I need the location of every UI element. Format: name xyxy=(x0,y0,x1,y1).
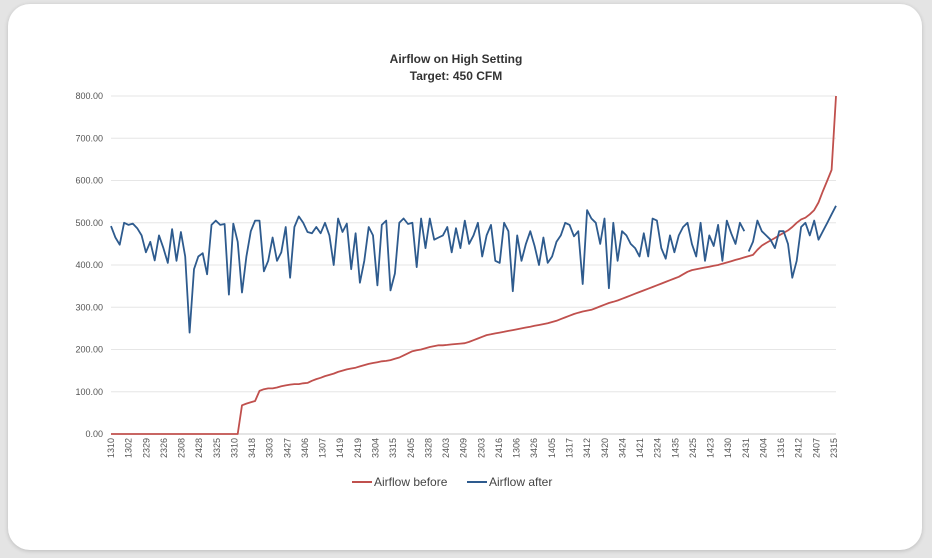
chart-title: Airflow on High Setting xyxy=(390,52,523,66)
x-tick-label: 2431 xyxy=(741,438,751,458)
x-tick-label: 2425 xyxy=(688,438,698,458)
x-tick-label: 3304 xyxy=(371,438,381,458)
gridlines xyxy=(111,95,836,435)
y-tick-label: 0.00 xyxy=(85,429,103,439)
x-tick-label: 2404 xyxy=(758,438,768,458)
x-tick-label: 1306 xyxy=(512,438,522,458)
x-tick-label: 3427 xyxy=(282,438,292,458)
x-tick-label: 3325 xyxy=(212,438,222,458)
y-tick-label: 400.00 xyxy=(75,260,103,270)
x-tick-label: 3328 xyxy=(423,438,433,458)
x-tick-label: 2428 xyxy=(194,438,204,458)
x-tick-label: 2303 xyxy=(476,438,486,458)
x-tick-label: 2329 xyxy=(141,438,151,458)
y-tick-label: 500.00 xyxy=(75,218,103,228)
x-axis-ticks: 1310 1302 2329 2326 2308 2428 3325 3310 3418 3303… xyxy=(106,438,839,458)
series-line-airflow-after xyxy=(747,205,837,279)
x-tick-label: 2412 xyxy=(794,438,804,458)
x-tick-label: 2308 xyxy=(177,438,187,458)
x-tick-label: 2409 xyxy=(459,438,469,458)
chart-card xyxy=(8,4,922,550)
x-tick-label: 2405 xyxy=(406,438,416,458)
x-tick-label: 1307 xyxy=(318,438,328,458)
y-tick-label: 200.00 xyxy=(75,345,103,355)
x-tick-label: 2419 xyxy=(353,438,363,458)
y-tick-label: 700.00 xyxy=(75,133,103,143)
series-line-airflow-before xyxy=(111,95,837,435)
x-tick-label: 2416 xyxy=(494,438,504,458)
x-tick-label: 3310 xyxy=(229,438,239,458)
x-tick-label: 1435 xyxy=(670,438,680,458)
x-tick-label: 3420 xyxy=(600,438,610,458)
x-tick-label: 3412 xyxy=(582,438,592,458)
x-tick-label: 2315 xyxy=(829,438,839,458)
x-tick-label: 1310 xyxy=(106,438,116,458)
y-tick-label: 100.00 xyxy=(75,387,103,397)
x-tick-label: 3426 xyxy=(529,438,539,458)
y-axis-ticks: 0.00 100.00 200.00 300.00 400.00 500.00 600.00… xyxy=(75,91,103,439)
chart-subtitle: Target: 450 CFM xyxy=(410,69,502,83)
y-tick-label: 600.00 xyxy=(75,176,103,186)
y-tick-label: 300.00 xyxy=(75,302,103,312)
x-tick-label: 3406 xyxy=(300,438,310,458)
x-tick-label: 1316 xyxy=(776,438,786,458)
x-tick-label: 2407 xyxy=(811,438,821,458)
x-tick-label: 2324 xyxy=(653,438,663,458)
x-tick-label: 1423 xyxy=(706,438,716,458)
series-lines xyxy=(110,95,837,435)
x-tick-label: 1421 xyxy=(635,438,645,458)
x-tick-label: 1317 xyxy=(564,438,574,458)
x-tick-label: 3303 xyxy=(265,438,275,458)
legend-label: Airflow before xyxy=(374,475,448,489)
x-tick-label: 3424 xyxy=(617,438,627,458)
x-tick-label: 3418 xyxy=(247,438,257,458)
legend: Airflow before Airflow after xyxy=(352,475,552,489)
y-tick-label: 800.00 xyxy=(75,91,103,101)
x-tick-label: 1430 xyxy=(723,438,733,458)
x-tick-label: 3315 xyxy=(388,438,398,458)
x-tick-label: 1419 xyxy=(335,438,345,458)
x-tick-label: 2326 xyxy=(159,438,169,458)
x-tick-label: 2403 xyxy=(441,438,451,458)
x-tick-label: 1302 xyxy=(124,438,134,458)
x-tick-label: 1405 xyxy=(547,438,557,458)
legend-label: Airflow after xyxy=(489,475,552,489)
series-line-airflow-after xyxy=(110,209,746,334)
